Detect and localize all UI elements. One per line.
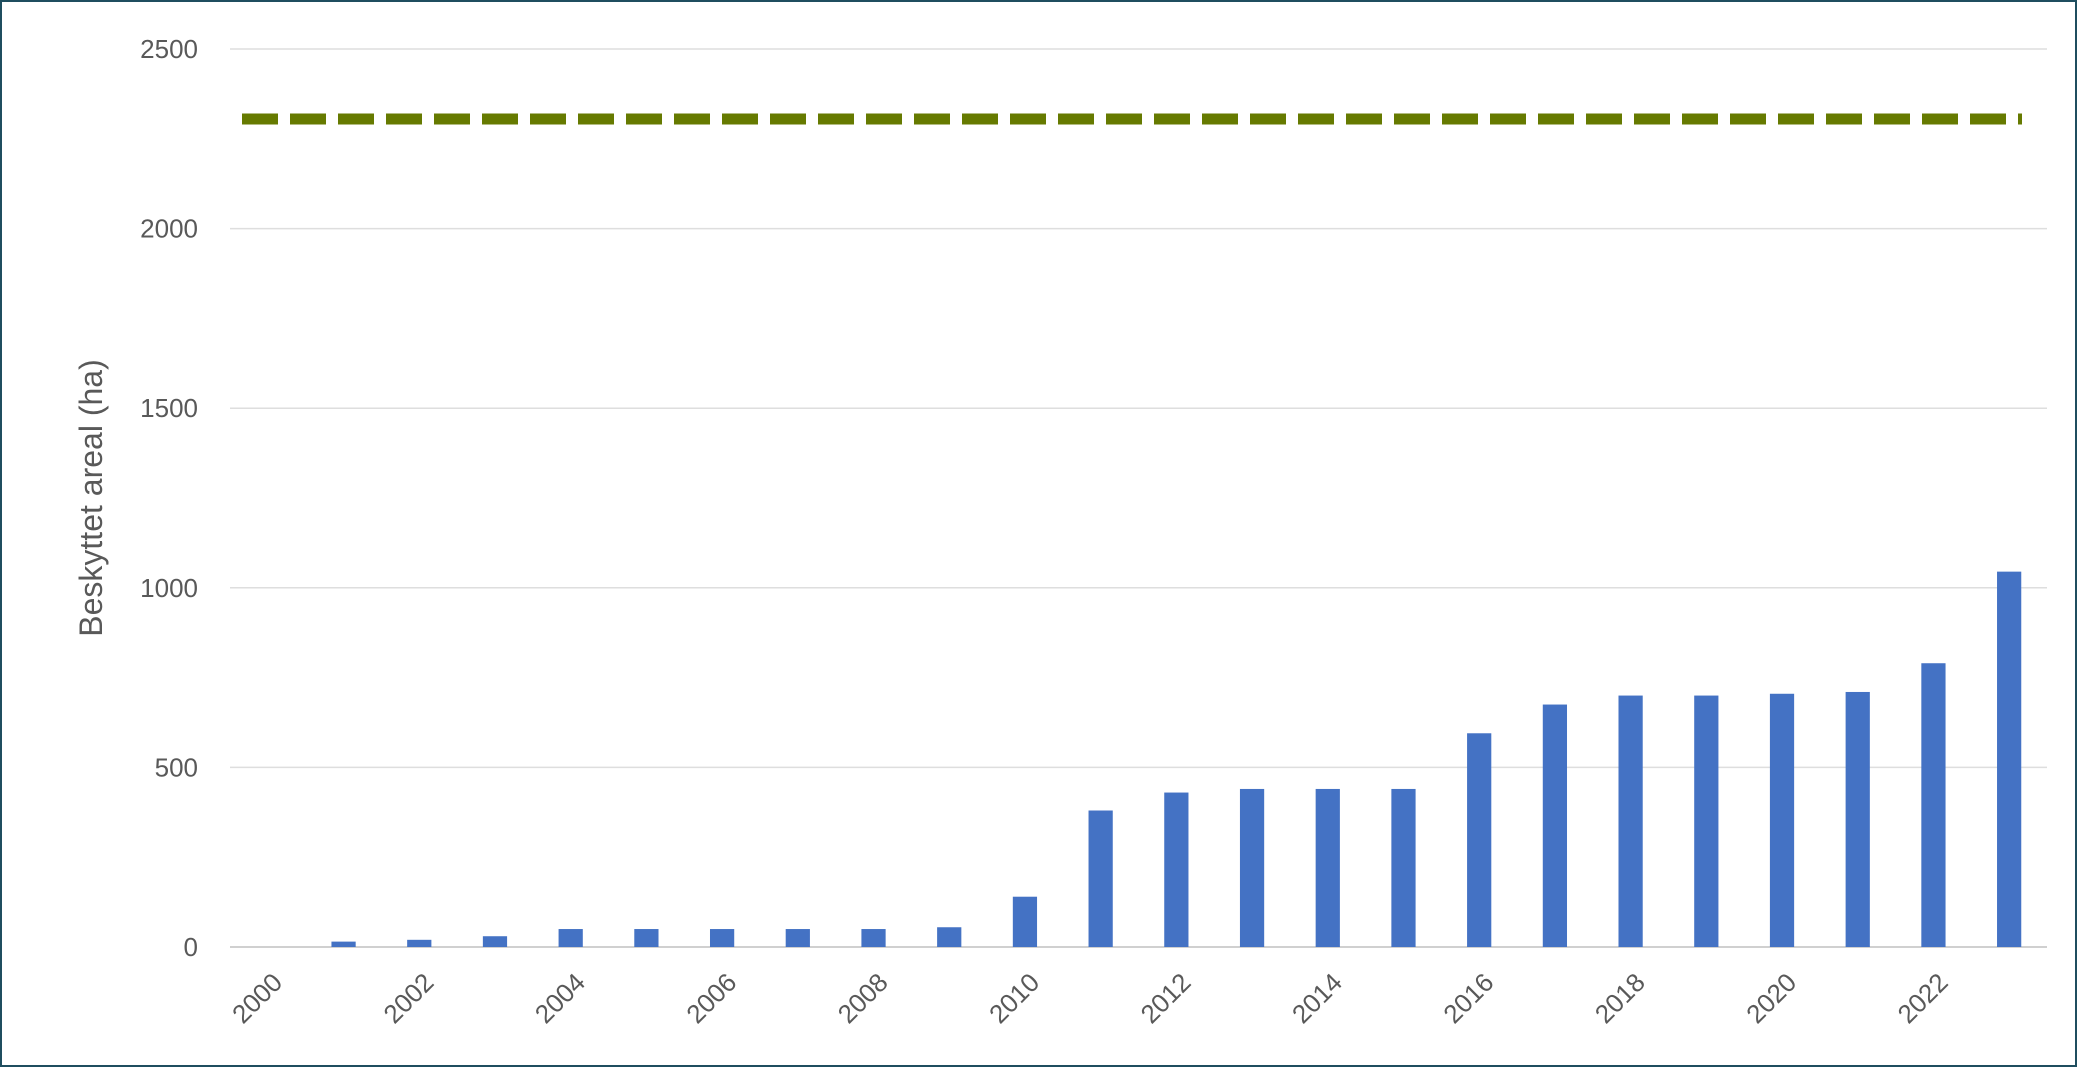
y-tick-label: 500	[155, 752, 198, 782]
x-tick-label: 2016	[1437, 967, 1499, 1029]
bar-2022	[1921, 663, 1946, 947]
x-tick-label: 2014	[1286, 967, 1348, 1029]
x-tick-label: 2000	[226, 967, 288, 1029]
bar-2003	[482, 936, 508, 947]
x-tick-label: 2004	[529, 967, 591, 1029]
x-tick-label: 2002	[377, 967, 439, 1029]
bar-2004	[558, 929, 583, 947]
x-tick-label: 2022	[1892, 967, 1954, 1029]
bar-2006	[709, 929, 735, 947]
bar-2016	[1467, 733, 1492, 947]
bar-2021	[1845, 691, 1870, 947]
bar-2002	[407, 939, 432, 947]
bar-2010	[1012, 896, 1038, 947]
x-tick-label: 2010	[983, 967, 1045, 1029]
y-tick-label: 2500	[140, 34, 198, 64]
bar-2019	[1694, 695, 1719, 947]
bar-2023	[1997, 571, 2022, 947]
y-axis-title: Beskyttet areal (ha)	[73, 359, 109, 636]
bar-2013	[1239, 788, 1265, 947]
x-tick-label: 2018	[1589, 967, 1651, 1029]
bar-2005	[634, 929, 659, 947]
bar-2008	[861, 929, 886, 947]
gridlines	[230, 48, 2047, 948]
bar-2017	[1542, 704, 1568, 947]
bar-2001	[331, 941, 356, 947]
y-tick-label: 2000	[140, 214, 198, 244]
bar-2018	[1618, 695, 1643, 947]
x-tick-label: 2012	[1134, 967, 1196, 1029]
bar-2015	[1391, 788, 1416, 947]
x-tick-label: 2008	[832, 967, 894, 1029]
bar-2020	[1769, 693, 1795, 947]
bar-2007	[785, 929, 810, 947]
bar-2012	[1164, 792, 1189, 947]
bar-2011	[1088, 810, 1113, 947]
y-tick-label: 1500	[140, 393, 198, 423]
bars	[331, 571, 2022, 947]
y-tick-label: 1000	[140, 573, 198, 603]
x-axis-ticks: 2000 2002 2004 2006 2008 2010 2012 2014 2016 2018…	[226, 967, 1954, 1029]
bar-2014	[1315, 788, 1340, 947]
y-axis-ticks: 0 500 1000 1500 2000 2500	[140, 34, 198, 962]
bar-2009	[937, 927, 962, 947]
x-tick-label: 2006	[680, 967, 742, 1029]
y-tick-label: 0	[184, 932, 198, 962]
x-tick-label: 2020	[1740, 967, 1802, 1029]
